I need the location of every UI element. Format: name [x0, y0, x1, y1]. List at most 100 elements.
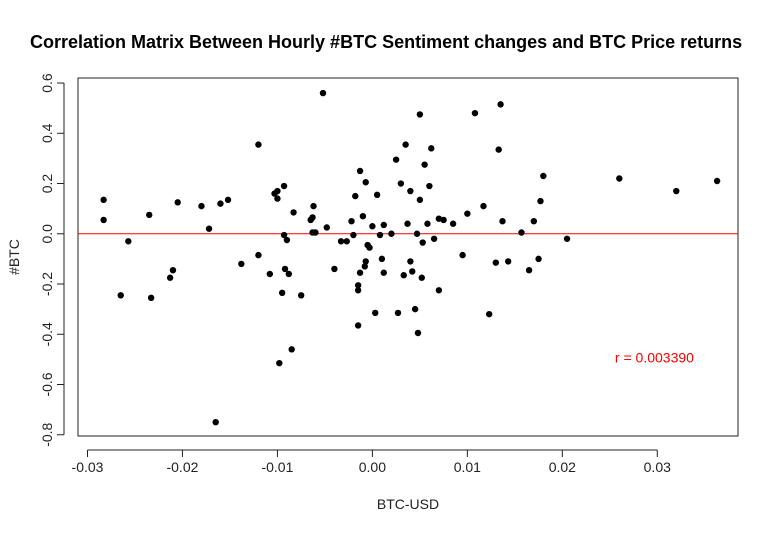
data-point [497, 101, 504, 108]
data-point [309, 214, 316, 221]
data-point [125, 238, 132, 245]
data-point [426, 182, 433, 190]
data-point [416, 196, 424, 204]
data-point [530, 218, 538, 225]
data-point [224, 196, 232, 204]
y-tick-label: -0.8 [39, 422, 55, 446]
data-point [378, 255, 386, 263]
y-tick-label: 0.6 [39, 73, 55, 93]
data-point [440, 216, 447, 224]
data-point [323, 224, 331, 231]
data-point [492, 259, 500, 266]
data-point [350, 231, 357, 239]
data-point [100, 216, 107, 224]
data-point [290, 209, 297, 216]
data-point [117, 292, 124, 299]
data-point [480, 202, 487, 210]
data-point [380, 269, 387, 276]
y-tick-label: 0.0 [39, 224, 55, 244]
y-axis-label: #BTC [6, 239, 22, 275]
x-tick-label: 0.02 [549, 459, 576, 475]
data-point [380, 221, 387, 229]
data-point [504, 258, 512, 265]
data-point [337, 238, 345, 245]
data-point [495, 146, 502, 153]
data-point [418, 274, 425, 281]
data-point [373, 191, 381, 199]
data-point [416, 111, 424, 118]
data-point [369, 223, 376, 230]
data-point [217, 200, 224, 207]
data-point [297, 292, 305, 299]
data-point [319, 89, 327, 97]
data-point [392, 156, 400, 163]
data-point [343, 238, 350, 245]
x-tick-label: 0.01 [454, 459, 481, 475]
data-point [100, 196, 107, 204]
data-point [414, 329, 422, 337]
data-point [348, 218, 355, 225]
data-point [356, 167, 364, 175]
data-point [310, 202, 317, 210]
data-point [540, 172, 547, 180]
data-point [198, 202, 205, 210]
data-point [361, 263, 368, 270]
data-point [421, 161, 428, 168]
correlation-annotation: r = 0.003390 [615, 350, 694, 366]
y-tick-label: 0.2 [39, 174, 55, 194]
data-point [356, 269, 364, 276]
data-point [354, 322, 362, 329]
data-point [238, 260, 245, 268]
x-tick-label: -0.03 [72, 459, 104, 475]
data-point [713, 177, 721, 185]
data-point [394, 309, 402, 317]
x-tick-label: 0.00 [359, 459, 386, 475]
data-point [411, 305, 419, 313]
data-point [312, 229, 319, 236]
data-point [274, 195, 281, 202]
data-point [673, 187, 680, 195]
data-point [400, 272, 407, 279]
data-point [372, 309, 379, 317]
data-point [354, 287, 362, 294]
data-point [283, 236, 291, 244]
data-point [212, 418, 219, 426]
data-point [281, 265, 289, 273]
data-point [169, 266, 177, 274]
y-tick-label: -0.2 [39, 272, 55, 296]
y-tick-label: 0.4 [39, 123, 55, 143]
data-point [146, 211, 153, 219]
data-point [537, 197, 544, 205]
data-point [285, 270, 293, 278]
x-axis-label: BTC-USD [377, 496, 439, 512]
y-axis: -0.8 -0.6 -0.4 -0.2 0.0 0.2 0.4 0.6 [39, 73, 65, 447]
data-point [331, 265, 338, 273]
data-point [255, 251, 262, 259]
data-point [563, 235, 571, 242]
data-point [359, 212, 367, 220]
data-point [407, 258, 414, 265]
data-point [413, 230, 421, 237]
chart-title: Correlation Matrix Between Hourly #BTC S… [30, 32, 742, 52]
data-point [499, 218, 506, 225]
data-point [388, 230, 395, 237]
data-point [428, 145, 435, 152]
data-point [409, 268, 416, 275]
data-point [404, 220, 411, 227]
data-point [464, 210, 471, 217]
data-point [174, 199, 181, 206]
data-point [280, 182, 288, 190]
data-point [278, 289, 286, 296]
data-point [280, 231, 288, 239]
y-tick-label: -0.4 [39, 322, 55, 346]
data-point [397, 180, 405, 187]
data-point [274, 187, 281, 195]
data-point [362, 258, 369, 265]
x-tick-label: -0.01 [261, 459, 293, 475]
data-point [366, 244, 373, 251]
data-point [430, 235, 438, 242]
data-point [616, 175, 623, 182]
data-point [449, 220, 457, 227]
data-point [354, 282, 362, 289]
